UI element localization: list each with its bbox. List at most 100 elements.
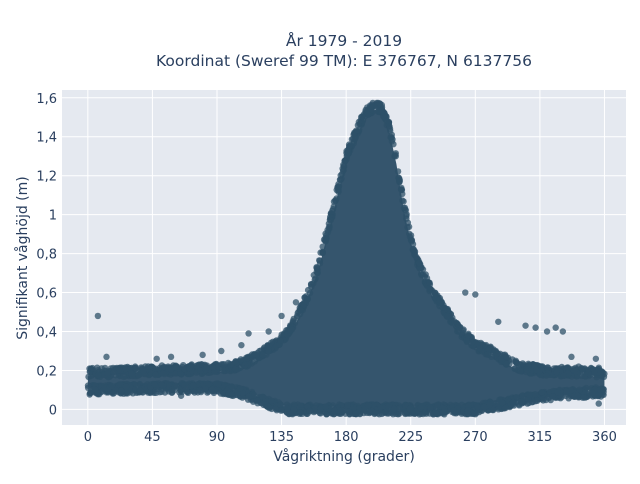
- scatter-point: [193, 362, 200, 369]
- scatter-point: [364, 111, 372, 118]
- x-tick-label: 90: [209, 430, 226, 445]
- scatter-point: [151, 381, 158, 388]
- scatter-point: [484, 351, 491, 358]
- chart-title-line1: År 1979 - 2019: [286, 31, 402, 50]
- scatter-point: [287, 327, 294, 334]
- scatter-point: [339, 409, 346, 416]
- scatter-point: [297, 409, 304, 417]
- scatter-point: [122, 383, 130, 390]
- scatter-point: [418, 403, 425, 410]
- chart-title-line2: Koordinat (Sweref 99 TM): E 376767, N 61…: [156, 52, 532, 70]
- scatter-point: [189, 382, 197, 389]
- scatter-point: [95, 366, 102, 374]
- x-tick-label: 180: [334, 430, 359, 445]
- scatter-point: [355, 118, 363, 126]
- scatter-point: [523, 366, 531, 374]
- scatter-point: [108, 382, 116, 390]
- scatter-point: [331, 407, 338, 414]
- scatter-point: [284, 405, 291, 412]
- scatter-point: [323, 411, 330, 418]
- scatter-point: [197, 367, 204, 374]
- scatter-point: [135, 372, 142, 379]
- scatter-point: [525, 399, 533, 407]
- scatter-point: [220, 361, 228, 368]
- x-tick-label: 225: [398, 430, 423, 445]
- scatter-point: [323, 235, 330, 243]
- y-tick-label: 1: [49, 209, 57, 224]
- scatter-outlier-point: [167, 353, 175, 361]
- scatter-point: [418, 271, 425, 279]
- scatter-point: [91, 385, 98, 393]
- scatter-point: [396, 178, 403, 186]
- scatter-outlier-point: [218, 347, 225, 355]
- scatter-point: [297, 402, 304, 409]
- scatter-point: [396, 410, 403, 417]
- scatter-point: [350, 131, 357, 138]
- scatter-point: [436, 296, 443, 304]
- scatter-point: [262, 395, 269, 402]
- scatter-point: [110, 369, 118, 376]
- scatter-outlier-point: [153, 355, 160, 362]
- y-tick-label: 1,6: [36, 92, 57, 107]
- scatter-point: [481, 403, 488, 411]
- scatter-point: [441, 304, 448, 311]
- scatter-outlier-point: [575, 363, 582, 370]
- scatter-point: [509, 399, 517, 406]
- scatter-point: [396, 405, 403, 412]
- scatter-point: [469, 339, 476, 346]
- scatter-point: [110, 390, 117, 397]
- scatter-outlier-point: [559, 328, 567, 335]
- scatter-point: [517, 368, 524, 375]
- x-tick-labels: 0 45 90 135 180 225 270 315 360: [84, 430, 617, 445]
- y-tick-label: 0: [49, 403, 57, 418]
- scatter-outlier-point: [595, 400, 602, 407]
- y-tick-label: 1,4: [36, 131, 57, 146]
- scatter-point: [563, 388, 570, 396]
- scatter-point: [455, 323, 462, 331]
- scatter-point: [434, 401, 441, 408]
- scatter-point: [389, 136, 396, 143]
- scatter-point: [147, 388, 154, 396]
- scatter-point: [159, 369, 167, 377]
- scatter-point: [390, 405, 398, 413]
- scatter-point: [312, 275, 319, 282]
- scatter-point: [560, 372, 567, 379]
- y-tick-label: 0,2: [36, 364, 57, 379]
- scatter-outlier-point: [245, 330, 252, 337]
- scatter-point: [398, 186, 405, 193]
- scatter-point: [553, 369, 560, 376]
- scatter-point: [394, 168, 402, 175]
- scatter-point: [314, 269, 321, 277]
- scatter-point: [277, 401, 284, 408]
- scatter-outlier-point: [177, 392, 185, 399]
- scatter-point: [104, 370, 111, 377]
- scatter-point: [502, 352, 509, 360]
- y-tick-label: 0,6: [36, 287, 57, 302]
- scatter-point: [85, 373, 92, 381]
- scatter-point: [158, 388, 165, 396]
- scatter-point: [463, 337, 470, 344]
- scatter-point: [245, 393, 253, 400]
- scatter-point: [122, 365, 129, 373]
- scatter-point: [236, 385, 244, 392]
- scatter-point: [327, 216, 334, 224]
- scatter-point: [538, 389, 546, 396]
- scatter-point: [167, 366, 175, 373]
- scatter-outlier-point: [103, 353, 110, 361]
- scatter-outlier-point: [238, 341, 245, 349]
- scatter-point: [476, 345, 483, 352]
- scatter-point: [403, 215, 410, 222]
- y-tick-labels: 0 0,2 0,4 0,6 0,8 1 1,2 1,4 1,6: [36, 92, 57, 419]
- scatter-point: [459, 327, 467, 334]
- scatter-point: [128, 370, 135, 377]
- scatter-point: [375, 107, 383, 115]
- scatter-point: [526, 391, 533, 399]
- scatter-point: [531, 391, 539, 398]
- scatter-point: [241, 361, 249, 369]
- scatter-point: [344, 401, 351, 409]
- scatter-point: [554, 389, 561, 396]
- scatter-point: [120, 373, 128, 380]
- scatter-point: [225, 390, 232, 398]
